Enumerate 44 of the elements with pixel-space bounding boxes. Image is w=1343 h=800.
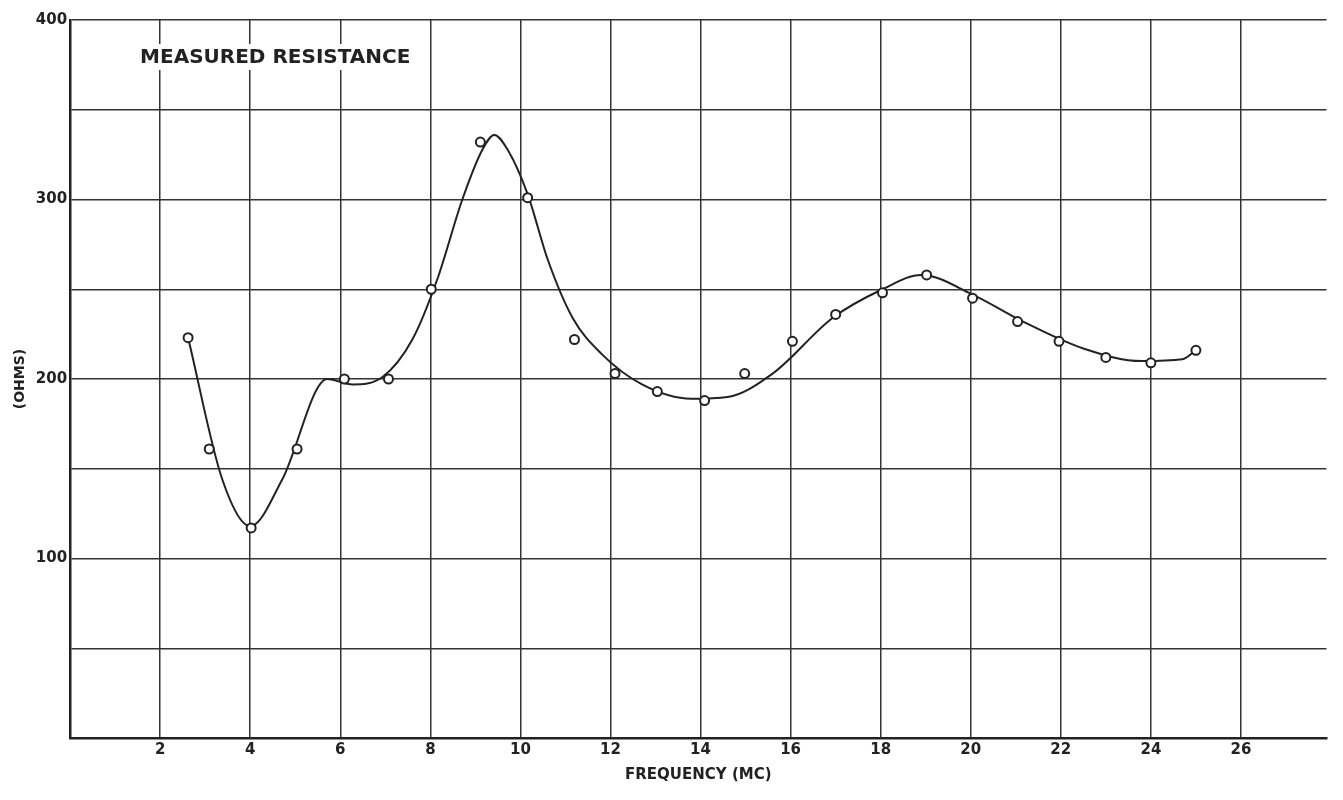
point xyxy=(739,368,751,380)
point xyxy=(786,335,798,347)
point xyxy=(1053,335,1065,347)
x-tick-label: 6 xyxy=(335,739,346,758)
x-tick-label: 2 xyxy=(154,739,166,758)
x-tick-label: 10 xyxy=(509,739,531,758)
point xyxy=(245,522,257,534)
x-tick-label: 14 xyxy=(690,739,711,758)
point xyxy=(1190,344,1202,356)
point xyxy=(425,283,437,295)
x-tick-label: 22 xyxy=(1050,739,1072,758)
x-tick-label: 18 xyxy=(870,739,892,758)
x-axis-title: FREQUENCY (MC) xyxy=(625,764,772,783)
point xyxy=(967,292,979,304)
annotation: MEASURED RESISTANCE xyxy=(140,44,411,69)
point xyxy=(1145,357,1157,369)
point xyxy=(382,373,394,385)
x-tick-label: 12 xyxy=(600,739,621,758)
point xyxy=(609,368,621,380)
y-tick-label: 100 xyxy=(35,548,68,567)
y-tick-label: 300 xyxy=(35,189,68,208)
x-tick-label: 16 xyxy=(780,739,802,758)
point xyxy=(203,443,215,455)
y-axis-title: (OHMS) xyxy=(11,348,28,410)
point xyxy=(921,269,933,281)
point xyxy=(830,308,842,320)
x-tick-label: 26 xyxy=(1230,739,1252,758)
x-tick-label: 24 xyxy=(1140,739,1162,758)
point xyxy=(699,395,711,407)
point xyxy=(1100,351,1112,363)
x-tick-label: 4 xyxy=(245,739,256,758)
point xyxy=(876,287,888,299)
point xyxy=(568,334,580,346)
x-tick-label: 20 xyxy=(960,739,982,758)
point xyxy=(651,386,663,398)
point xyxy=(474,136,486,148)
y-tick-label: 200 xyxy=(35,368,68,387)
point xyxy=(182,332,194,344)
x-tick-label: 8 xyxy=(425,739,436,758)
point xyxy=(1012,316,1024,328)
point xyxy=(338,373,350,385)
y-tick-label: 400 xyxy=(35,9,68,28)
point xyxy=(522,192,534,204)
point xyxy=(291,443,303,455)
